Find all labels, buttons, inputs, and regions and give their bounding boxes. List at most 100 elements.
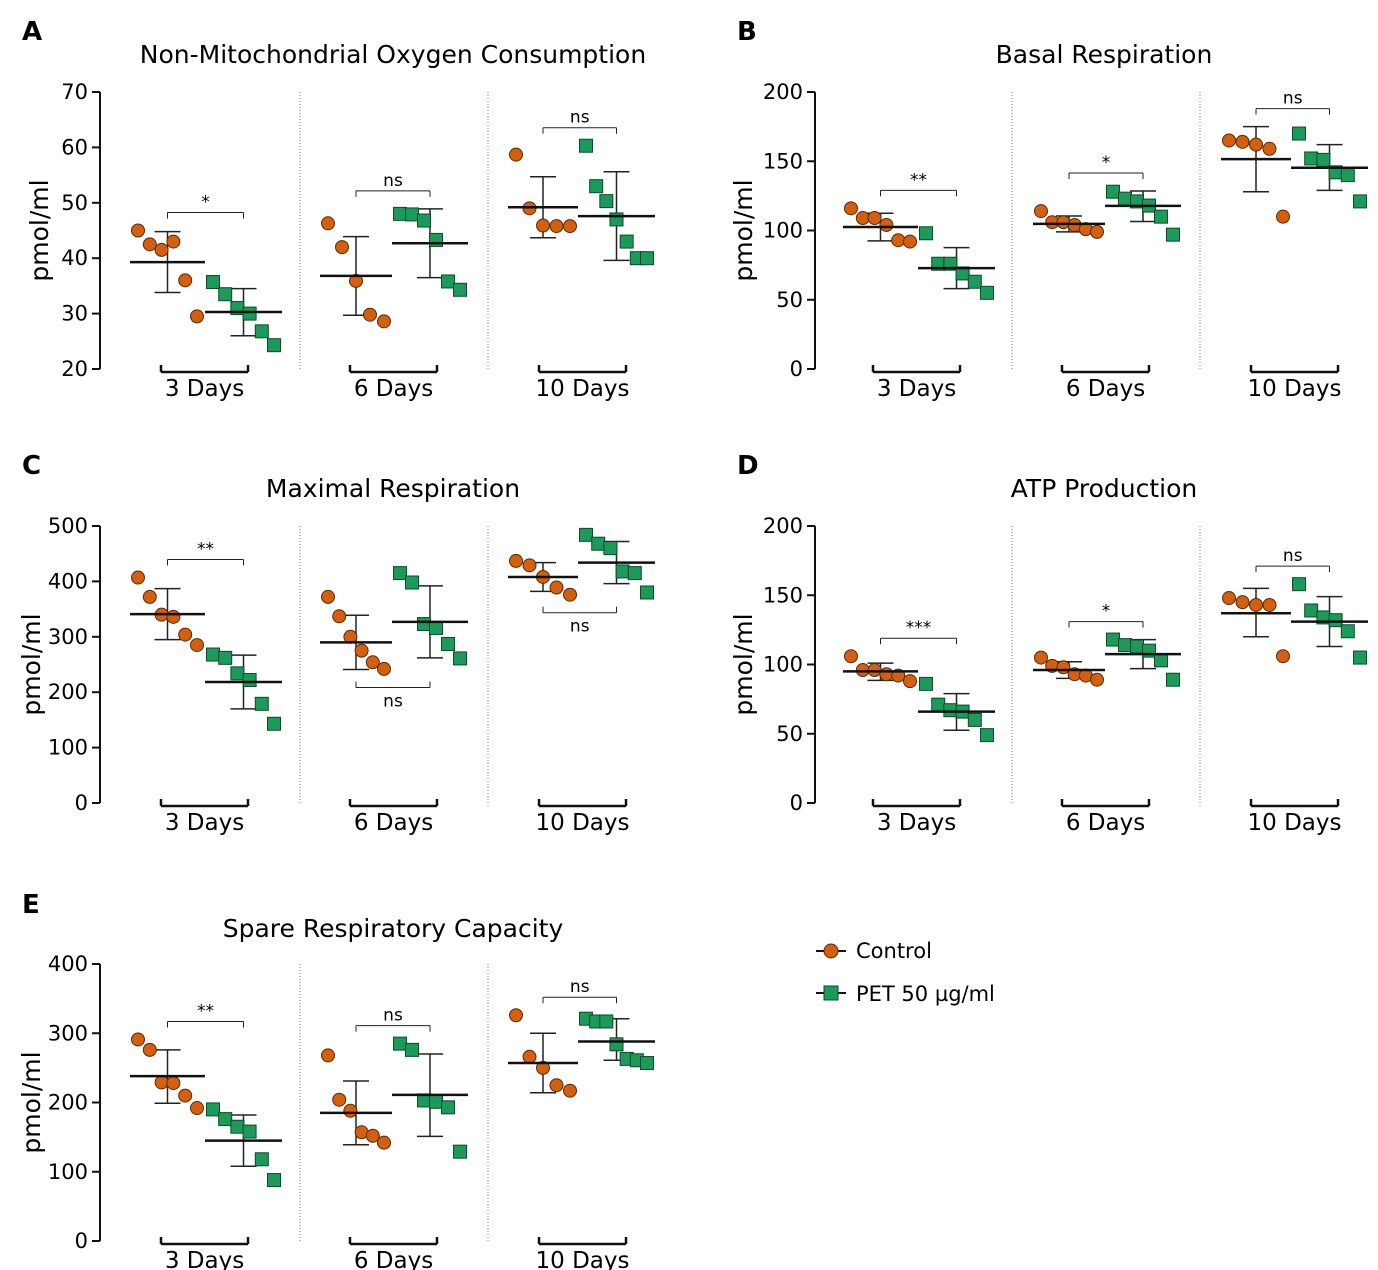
control-point bbox=[903, 674, 917, 689]
pet-point bbox=[254, 696, 269, 711]
pet-point bbox=[453, 651, 467, 666]
legend-item-pet: PET 50 µg/ml bbox=[816, 982, 995, 1006]
group-label: 10 Days bbox=[536, 810, 630, 836]
control-point bbox=[536, 1060, 550, 1075]
pet-point bbox=[405, 575, 419, 590]
pet-point bbox=[1292, 577, 1306, 592]
pet-point bbox=[405, 207, 419, 222]
group-label: 3 Days bbox=[877, 810, 956, 836]
pet-point bbox=[1166, 672, 1180, 687]
y-tick-label: 70 bbox=[61, 80, 88, 104]
control-point bbox=[563, 1083, 577, 1098]
y-tick-label: 40 bbox=[61, 246, 88, 270]
group-label: 10 Days bbox=[536, 376, 630, 402]
control-series bbox=[843, 649, 918, 689]
y-tick-label: 150 bbox=[763, 583, 803, 607]
control-point bbox=[891, 233, 906, 248]
group-2: 6 Days ns bbox=[299, 964, 468, 1270]
control-point bbox=[354, 643, 369, 658]
pet-series bbox=[1291, 577, 1368, 665]
pet-series bbox=[392, 206, 468, 297]
significance-label: * bbox=[1102, 153, 1111, 173]
control-series bbox=[320, 216, 392, 329]
control-series bbox=[508, 1008, 578, 1098]
group-2: 6 Days ns bbox=[299, 92, 468, 402]
pet-point bbox=[1166, 227, 1180, 242]
control-point bbox=[549, 1078, 564, 1093]
control-point bbox=[131, 223, 145, 238]
group-label: 3 Days bbox=[165, 1248, 244, 1270]
control-point bbox=[142, 1042, 157, 1057]
pet-point bbox=[218, 650, 233, 665]
y-axis-label: pmol/ml bbox=[729, 613, 758, 715]
significance-label: ns bbox=[570, 108, 590, 128]
group-label: 3 Days bbox=[877, 376, 956, 402]
control-point bbox=[1235, 595, 1250, 610]
legend-control-label: Control bbox=[856, 939, 932, 963]
pet-series bbox=[1105, 632, 1181, 687]
control-point bbox=[1276, 649, 1290, 664]
control-point bbox=[563, 587, 577, 602]
control-point bbox=[131, 1032, 145, 1047]
y-tick-label: 60 bbox=[61, 135, 88, 159]
pet-series bbox=[205, 1102, 282, 1188]
pet-point bbox=[599, 1014, 614, 1029]
group-label: 10 Days bbox=[536, 1248, 630, 1270]
control-point bbox=[377, 1135, 391, 1150]
control-point bbox=[1222, 591, 1236, 606]
control-series bbox=[508, 553, 578, 602]
pet-point bbox=[579, 527, 593, 542]
control-point bbox=[867, 211, 882, 226]
control-point bbox=[178, 1088, 193, 1103]
panel-letter: D bbox=[737, 451, 759, 481]
pet-point bbox=[615, 564, 630, 579]
control-point bbox=[549, 219, 564, 234]
group-3: 10 Days ns bbox=[487, 92, 655, 402]
panel-letter: A bbox=[22, 17, 42, 47]
pet-point bbox=[267, 338, 281, 353]
pet-point bbox=[627, 566, 642, 581]
y-tick-label: 100 bbox=[48, 1160, 88, 1184]
y-tick-label: 100 bbox=[48, 736, 88, 760]
significance-label: ** bbox=[910, 170, 927, 190]
y-axis-label: pmol/ml bbox=[17, 1051, 46, 1153]
pet-point bbox=[393, 206, 407, 221]
control-point bbox=[1235, 134, 1250, 149]
control-point bbox=[190, 309, 204, 324]
group-label: 3 Days bbox=[165, 810, 244, 836]
pet-point bbox=[1106, 184, 1120, 199]
pet-point bbox=[242, 1124, 257, 1139]
control-point bbox=[509, 1008, 523, 1023]
control-point bbox=[879, 667, 894, 682]
control-series bbox=[1221, 125, 1291, 224]
panel-letter: B bbox=[737, 17, 757, 47]
panel-title: ATP Production bbox=[1011, 474, 1197, 503]
y-tick-label: 0 bbox=[790, 791, 803, 815]
legend-pet-marker bbox=[823, 985, 839, 1001]
control-point bbox=[1034, 650, 1048, 665]
panels-layer: A Non-Mitochondrial Oxygen Consumption pmo… bbox=[17, 17, 1368, 1270]
pet-series bbox=[205, 275, 282, 353]
y-tick-label: 300 bbox=[48, 1021, 88, 1045]
control-point bbox=[855, 211, 870, 226]
y-tick-label: 200 bbox=[48, 1091, 88, 1115]
pet-point bbox=[429, 1094, 443, 1109]
pet-point bbox=[441, 637, 455, 652]
significance-label: * bbox=[1102, 602, 1111, 622]
pet-series bbox=[918, 226, 995, 300]
group-2: 6 Days * bbox=[1011, 92, 1181, 402]
group-1: 3 Days ** bbox=[130, 1001, 282, 1270]
control-point bbox=[332, 1092, 347, 1107]
pet-point bbox=[640, 1056, 654, 1071]
group-label: 3 Days bbox=[165, 376, 244, 402]
pet-point bbox=[967, 274, 982, 289]
group-label: 6 Days bbox=[354, 376, 433, 402]
pet-point bbox=[919, 226, 933, 241]
pet-series bbox=[1291, 126, 1368, 209]
control-series bbox=[130, 223, 205, 324]
pet-point bbox=[943, 703, 958, 718]
y-tick-label: 200 bbox=[763, 514, 803, 538]
pet-point bbox=[393, 1036, 407, 1051]
control-point bbox=[335, 240, 349, 255]
legend-item-control: Control bbox=[816, 939, 932, 963]
